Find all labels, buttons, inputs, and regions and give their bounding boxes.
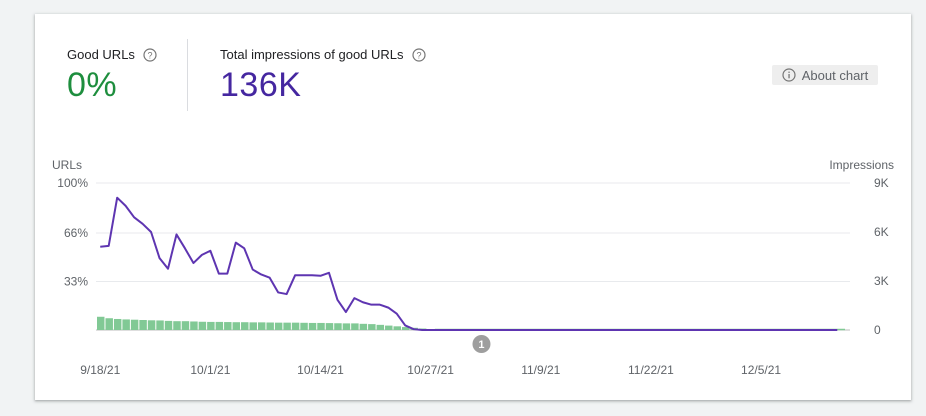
x-tick-label: 12/5/21 <box>741 363 781 377</box>
x-tick-label: 10/14/21 <box>297 363 344 377</box>
urls-bar <box>300 322 308 330</box>
urls-bar <box>105 318 113 330</box>
about-chart-label: About chart <box>801 67 869 83</box>
urls-bar <box>351 323 359 330</box>
right-axis-title: Impressions <box>829 158 894 172</box>
urls-bar <box>190 321 198 330</box>
urls-bar <box>308 322 317 330</box>
info-icon <box>782 68 796 82</box>
urls-bar <box>147 320 156 330</box>
urls-bar <box>359 323 368 330</box>
urls-bar <box>97 316 105 330</box>
total-impressions-metric: Total impressions of good URLs ? 136K <box>220 47 426 102</box>
urls-bar <box>376 324 385 330</box>
urls-bar <box>393 326 401 330</box>
urls-bar <box>122 319 130 330</box>
urls-bar <box>342 323 351 330</box>
total-impressions-label: Total impressions of good URLs <box>220 47 404 62</box>
urls-bar <box>130 319 139 330</box>
x-tick-label: 10/27/21 <box>407 363 454 377</box>
annotation-label: 1 <box>478 339 484 351</box>
urls-bar <box>207 321 215 330</box>
urls-bar <box>317 322 325 330</box>
x-tick-label: 11/22/21 <box>628 363 674 377</box>
urls-bar <box>334 323 342 330</box>
left-tick-label: 100% <box>57 176 88 190</box>
urls-bar <box>368 324 376 330</box>
left-axis-title: URLs <box>52 158 82 172</box>
left-tick-label: 66% <box>64 226 88 240</box>
urls-bar <box>113 318 122 330</box>
urls-bar <box>325 323 334 330</box>
right-tick-label: 6K <box>874 225 889 239</box>
right-tick-label: 0 <box>874 323 881 337</box>
urls-bar <box>257 322 266 330</box>
urls-bar <box>156 320 164 330</box>
urls-bar <box>274 322 283 330</box>
urls-bar <box>266 322 274 330</box>
x-tick-label: 11/9/21 <box>521 363 560 377</box>
urls-bar <box>241 322 249 330</box>
right-tick-label: 9K <box>874 176 889 190</box>
annotation-marker <box>472 335 491 353</box>
urls-bar <box>215 321 224 330</box>
x-tick-label: 9/18/21 <box>80 363 120 377</box>
about-chart-button[interactable]: About chart <box>772 65 878 85</box>
good-urls-label: Good URLs <box>67 47 135 62</box>
total-impressions-value: 136K <box>220 66 302 104</box>
urls-bar <box>173 321 181 330</box>
urls-bar <box>164 320 173 330</box>
urls-bar <box>224 322 232 330</box>
good-urls-value: 0% <box>67 66 118 104</box>
performance-card: Good URLs ? 0% Total impressions of good… <box>35 14 911 400</box>
svg-text:?: ? <box>416 50 421 60</box>
right-tick-label: 3K <box>874 274 889 288</box>
help-icon[interactable]: ? <box>411 47 426 62</box>
urls-bar <box>181 321 190 330</box>
urls-bar <box>283 322 291 330</box>
urls-bar <box>198 321 207 330</box>
urls-bar <box>232 322 241 330</box>
x-tick-label: 10/1/21 <box>190 363 230 377</box>
left-tick-label: 33% <box>64 274 88 288</box>
svg-text:?: ? <box>147 50 152 60</box>
impressions-line <box>100 196 838 331</box>
urls-bar <box>385 325 393 330</box>
metric-divider <box>187 39 188 111</box>
urls-bar <box>291 322 300 330</box>
urls-bar <box>139 320 147 330</box>
help-icon[interactable]: ? <box>143 47 157 62</box>
urls-bar <box>249 322 257 330</box>
urls-bar <box>401 327 410 330</box>
good-urls-metric: Good URLs ? 0% <box>67 47 157 102</box>
